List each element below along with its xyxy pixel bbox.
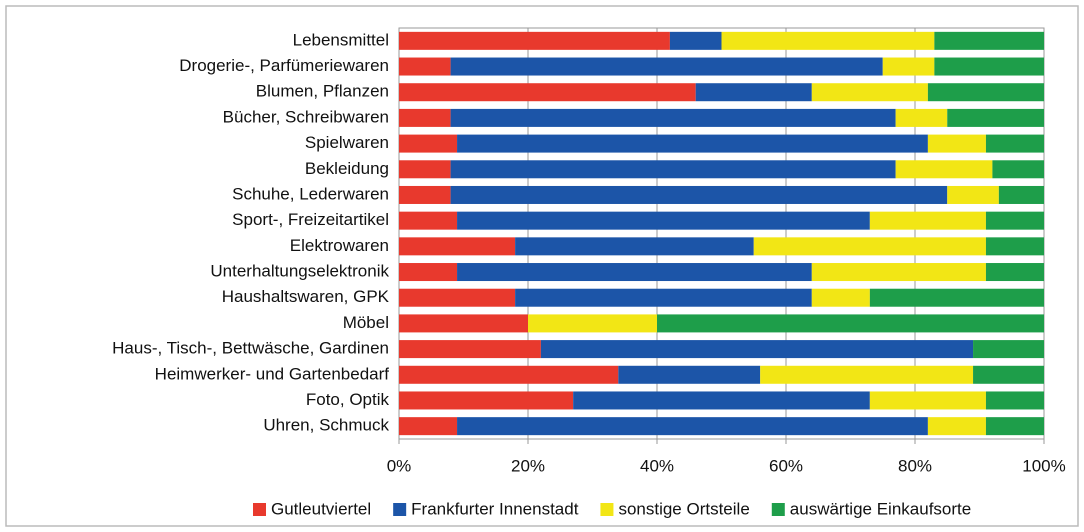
legend-swatch — [771, 503, 785, 516]
bar-segment — [947, 108, 1044, 127]
bar-segment — [985, 237, 1044, 256]
y-tick-label: Möbel — [343, 313, 389, 332]
bar-segment — [869, 211, 986, 230]
bar-segment — [657, 314, 1044, 333]
bar-segment — [515, 288, 812, 307]
bar-segment — [399, 185, 451, 204]
bar-segment — [450, 160, 896, 179]
y-tick-label: Heimwerker- und Gartenbedarf — [155, 364, 390, 383]
bar-segment — [399, 288, 516, 307]
bar-segment — [515, 237, 754, 256]
frame — [5, 5, 1079, 527]
bar-segment — [895, 160, 993, 179]
bar-segment — [985, 211, 1044, 230]
bar-segment — [399, 108, 451, 127]
y-tick-label: Elektrowaren — [290, 236, 389, 255]
bar-segment — [457, 417, 928, 436]
bar-segment — [927, 417, 986, 436]
y-tick-label: Haushaltswaren, GPK — [222, 287, 390, 306]
bar-segment — [973, 365, 1044, 384]
y-tick-label: Foto, Optik — [306, 390, 390, 409]
legend-label: sonstige Ortsteile — [618, 499, 749, 518]
bar-segment — [985, 417, 1044, 436]
bar-segment — [399, 211, 458, 230]
legend-swatch — [600, 503, 614, 516]
bar-segment — [399, 57, 451, 76]
legend-label: Gutleutviertel — [271, 499, 371, 518]
bar-segment — [457, 211, 870, 230]
y-tick-label: Bekleidung — [305, 159, 389, 178]
bar-segment — [399, 31, 670, 50]
x-tick-label: 20% — [511, 456, 545, 475]
y-tick-label: Blumen, Pflanzen — [256, 82, 389, 101]
bar-segment — [399, 365, 619, 384]
bar-segment — [811, 83, 928, 102]
legend-label: auswärtige Einkaufsorte — [790, 499, 971, 518]
bar-segment — [721, 31, 935, 50]
legend-label: Frankfurter Innenstadt — [411, 499, 579, 518]
bar-segment — [695, 83, 812, 102]
legend-swatch — [393, 503, 407, 516]
bar-segment — [457, 263, 812, 282]
legend-swatch — [253, 503, 266, 516]
y-tick-label: Uhren, Schmuck — [263, 416, 389, 435]
bar-segment — [985, 263, 1044, 282]
bar-segment — [399, 314, 528, 333]
y-tick-label: Spielwaren — [305, 133, 389, 152]
x-tick-label: 40% — [640, 456, 674, 475]
bar-segment — [399, 391, 574, 410]
bar-segment — [973, 340, 1044, 359]
bar-segment — [399, 160, 451, 179]
bar-segment — [457, 134, 928, 153]
bar-segment — [985, 391, 1044, 410]
bar-segment — [450, 108, 896, 127]
bar-segment — [882, 57, 935, 76]
x-tick-label: 100% — [1022, 456, 1065, 475]
bar-segment — [399, 417, 458, 436]
bar-segment — [811, 263, 986, 282]
y-tick-label: Haus-, Tisch-, Bettwäsche, Gardinen — [112, 339, 389, 358]
bar-segment — [399, 237, 516, 256]
bar-segment — [811, 288, 870, 307]
x-tick-label: 80% — [898, 456, 932, 475]
y-tick-label: Bücher, Schreibwaren — [223, 107, 389, 126]
y-tick-label: Sport-, Freizeitartikel — [232, 210, 389, 229]
bar-segment — [528, 314, 657, 333]
bar-segment — [618, 365, 761, 384]
y-tick-label: Unterhaltungselektronik — [210, 262, 389, 281]
bar-segment — [450, 185, 948, 204]
bar-segment — [998, 185, 1044, 204]
bar-segment — [947, 185, 999, 204]
bar-segment — [934, 57, 1044, 76]
bar-segment — [895, 108, 948, 127]
bar-segment — [573, 391, 870, 410]
bar-segment — [927, 134, 986, 153]
bar-segment — [985, 134, 1044, 153]
bar-segment — [869, 391, 986, 410]
bar-segment — [399, 340, 541, 359]
bar-segment — [450, 57, 883, 76]
y-tick-label: Lebensmittel — [293, 30, 389, 49]
bar-segment — [669, 31, 722, 50]
bar-segment — [399, 83, 696, 102]
bar-segment — [869, 288, 1044, 307]
bar-segment — [934, 31, 1044, 50]
bar-segment — [992, 160, 1044, 179]
bar-segment — [760, 365, 974, 384]
bar-segment — [399, 134, 458, 153]
x-tick-label: 0% — [387, 456, 412, 475]
bar-segment — [753, 237, 986, 256]
y-tick-label: Drogerie-, Parfümeriewaren — [179, 56, 389, 75]
bar-segment — [399, 263, 458, 282]
x-tick-label: 60% — [769, 456, 803, 475]
y-tick-label: Schuhe, Lederwaren — [232, 184, 389, 203]
bar-segment — [540, 340, 974, 359]
bar-segment — [927, 83, 1044, 102]
